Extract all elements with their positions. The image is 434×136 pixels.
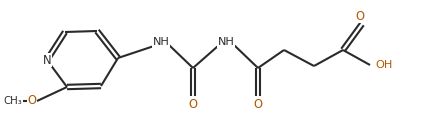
Text: O: O [27, 95, 36, 107]
Text: OH: OH [375, 60, 392, 70]
Text: N: N [43, 53, 51, 67]
Text: CH₃: CH₃ [3, 96, 22, 106]
Text: NH: NH [152, 37, 169, 47]
Text: O: O [188, 98, 197, 112]
Text: O: O [253, 98, 262, 112]
Text: O: O [355, 10, 364, 22]
Text: NH: NH [217, 37, 234, 47]
